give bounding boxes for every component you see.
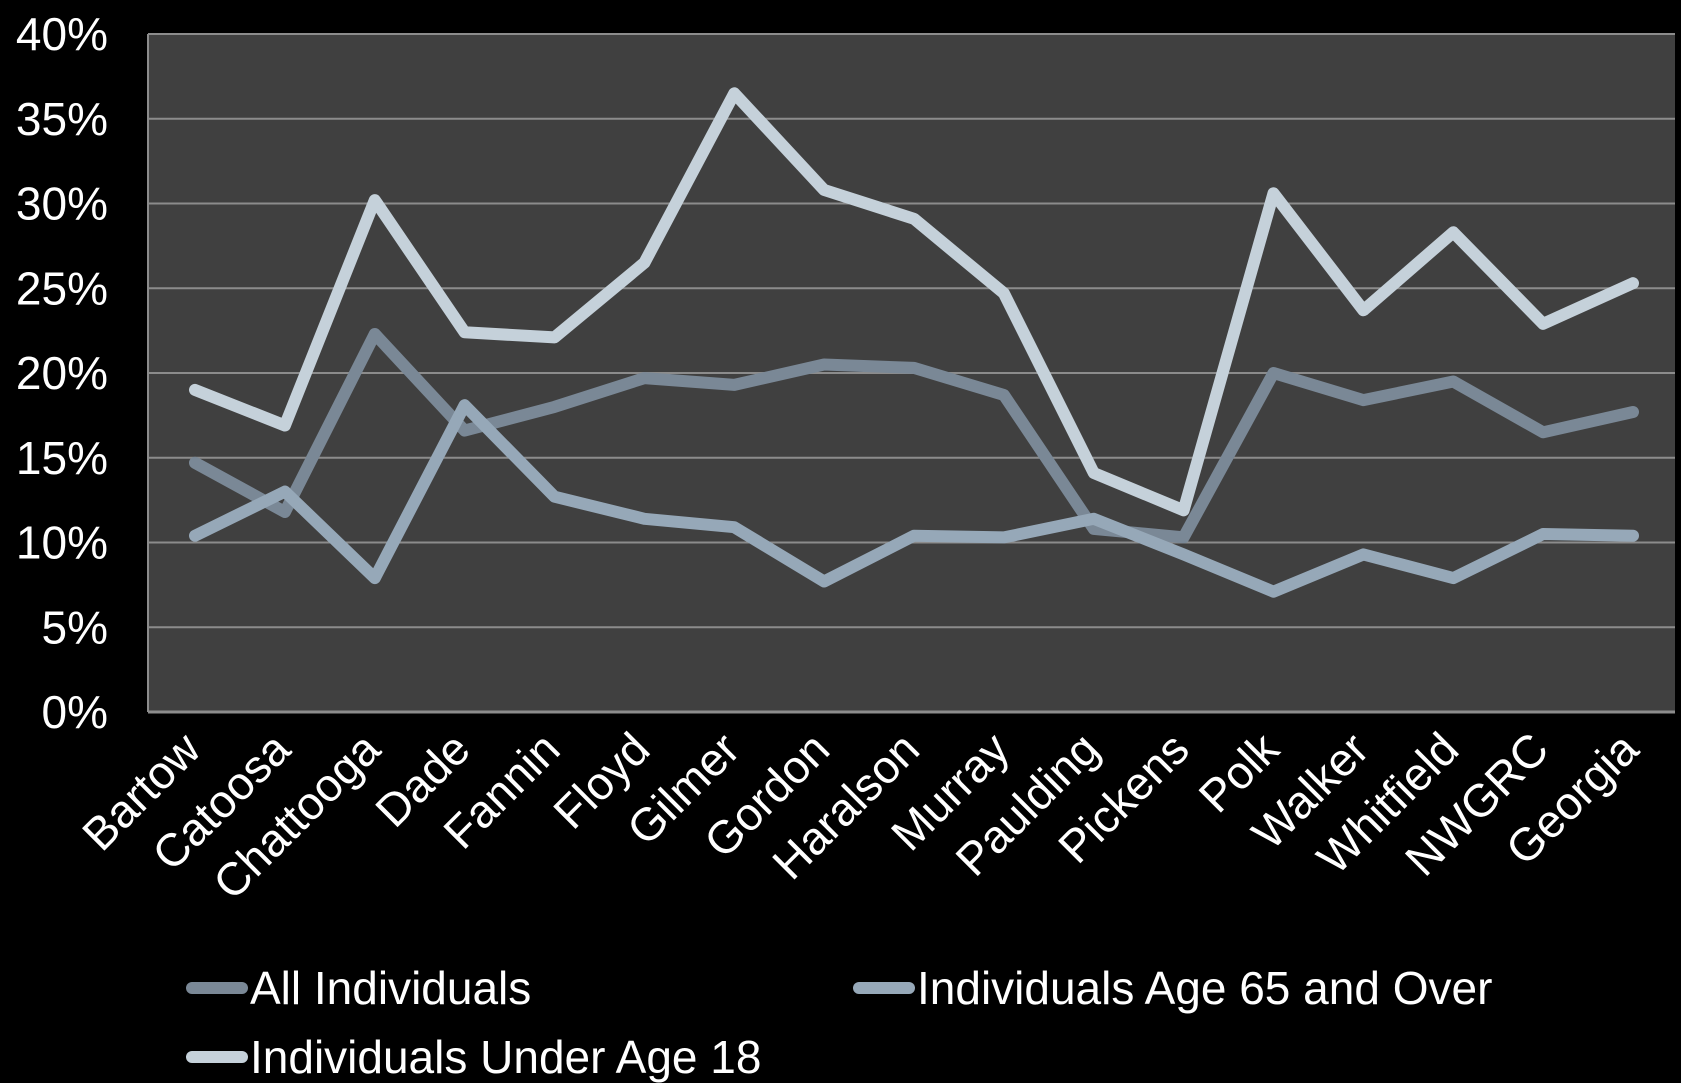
y-axis-tick-labels: 0% 5% 10% 15% 20% 25% 30% 35% 40% [16, 8, 108, 738]
y-tick-label: 0% [42, 686, 108, 738]
y-tick-label: 20% [16, 347, 108, 399]
y-tick-label: 5% [42, 601, 108, 653]
y-tick-label: 15% [16, 432, 108, 484]
y-tick-label: 10% [16, 517, 108, 569]
y-tick-label: 35% [16, 93, 108, 145]
y-tick-label: 40% [16, 8, 108, 60]
y-tick-label: 30% [16, 178, 108, 230]
x-axis-tick-labels: BartowCatoosaChattoogaDadeFanninFloydGil… [72, 722, 1648, 910]
y-tick-label: 25% [16, 262, 108, 314]
